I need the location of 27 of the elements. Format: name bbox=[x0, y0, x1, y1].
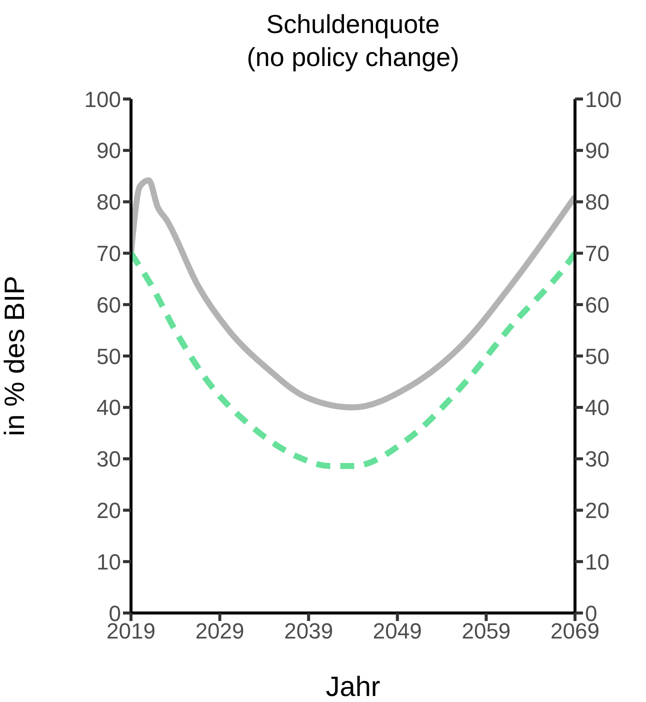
y2-tick-label: 60 bbox=[585, 292, 610, 318]
y-tick-label: 60 bbox=[96, 292, 121, 318]
x-tick-label: 2029 bbox=[195, 618, 244, 644]
y-tick-label: 100 bbox=[84, 86, 121, 112]
x-tick-label: 2059 bbox=[462, 618, 511, 644]
chart-title: Schuldenquote (no policy change) bbox=[246, 8, 460, 74]
y2-tick-label: 20 bbox=[585, 498, 610, 524]
x-tick-label: 2049 bbox=[372, 618, 422, 644]
y2-tick-label: 40 bbox=[585, 395, 610, 420]
y-tick-label: 90 bbox=[96, 138, 121, 164]
y2-tick-label: 50 bbox=[585, 344, 610, 369]
y-tick-label: 80 bbox=[96, 190, 121, 215]
x-tick-label: 2039 bbox=[284, 618, 334, 644]
y-tick-label: 40 bbox=[96, 395, 121, 420]
y-tick-label: 10 bbox=[96, 549, 121, 574]
y-tick-label: 30 bbox=[96, 446, 121, 472]
y2-tick-label: 80 bbox=[585, 190, 610, 215]
y-tick-label: 50 bbox=[96, 344, 121, 369]
y-tick-label: 70 bbox=[96, 241, 121, 266]
x-axis-title: Jahr bbox=[326, 671, 380, 702]
y2-tick-label: 30 bbox=[585, 446, 610, 472]
y-tick-label: 20 bbox=[96, 498, 121, 524]
y2-tick-label: 90 bbox=[585, 138, 610, 164]
y2-tick-label: 70 bbox=[585, 241, 610, 266]
y2-tick-label: 10 bbox=[585, 549, 610, 574]
y-axis-title: in % des BIP bbox=[0, 276, 30, 436]
y2-tick-label: 100 bbox=[585, 86, 622, 112]
